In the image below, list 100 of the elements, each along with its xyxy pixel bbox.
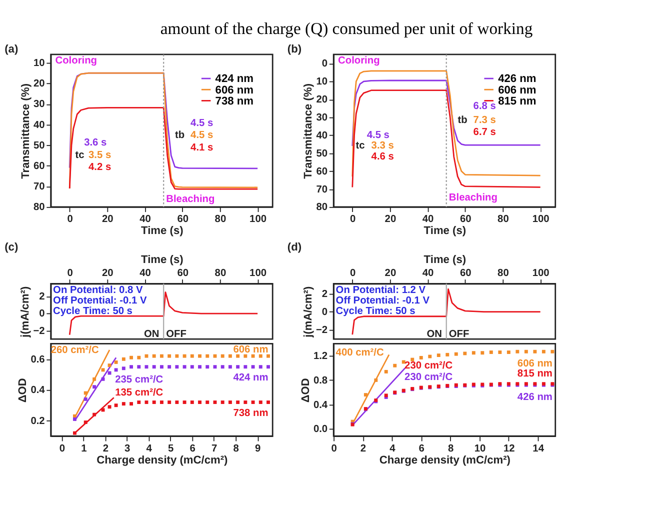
y-tick-label: 2 bbox=[39, 292, 46, 303]
x-tick-label: 80 bbox=[498, 214, 510, 226]
annotation: Bleaching bbox=[166, 194, 215, 206]
y-tick-label: 10 bbox=[316, 76, 328, 88]
point bbox=[168, 354, 172, 358]
y-tick-label: 0.0 bbox=[313, 424, 328, 436]
y-tick-label: 2 bbox=[322, 288, 328, 300]
x-tick-label: 80 bbox=[214, 214, 226, 226]
annotation: Bleaching bbox=[448, 192, 498, 204]
text: amount of the charge (Q) consumed per unit of working bbox=[160, 19, 533, 38]
y-axis-title: ΔOD bbox=[17, 378, 30, 403]
point bbox=[206, 365, 210, 369]
point bbox=[266, 400, 270, 404]
point bbox=[152, 400, 156, 404]
point bbox=[533, 350, 537, 354]
y-tick-label: 50 bbox=[34, 140, 46, 152]
point bbox=[244, 400, 248, 404]
y-axis-title: j(mA/cm²) bbox=[20, 286, 32, 338]
point bbox=[92, 412, 96, 416]
point bbox=[73, 417, 76, 421]
point bbox=[220, 354, 224, 358]
x-tick-label: 0 bbox=[67, 214, 74, 226]
x-axis-title: Charge density (mC/cm²) bbox=[96, 454, 228, 466]
x-tick-label: 9 bbox=[255, 443, 262, 454]
point bbox=[436, 354, 440, 358]
annotation: Coloring bbox=[338, 55, 380, 66]
annotation: 4.5 s bbox=[190, 130, 214, 142]
x-tick-label: 100 bbox=[250, 214, 267, 226]
y-tick-label: 80 bbox=[34, 202, 46, 214]
point bbox=[160, 354, 164, 358]
y-tick-label: 70 bbox=[34, 182, 46, 193]
text: (c) bbox=[4, 241, 18, 254]
point bbox=[175, 365, 179, 369]
x-tick-label: 40 bbox=[422, 268, 434, 279]
legend-label: 815 nm bbox=[498, 95, 536, 108]
x-tick-label: 100 bbox=[532, 268, 550, 279]
x-tick-label: 10 bbox=[474, 443, 486, 454]
x-tick-label: 1 bbox=[81, 443, 88, 454]
point bbox=[244, 365, 248, 369]
point bbox=[122, 366, 126, 370]
legend-label: 424 nm bbox=[215, 73, 254, 86]
point bbox=[175, 354, 179, 358]
point bbox=[498, 350, 502, 354]
annotation: 6.8 s bbox=[473, 101, 496, 112]
annotation: 135 cm²/C bbox=[115, 387, 164, 398]
annotation: ON bbox=[426, 328, 442, 340]
text: (b) bbox=[287, 44, 302, 56]
annotation: OFF bbox=[166, 328, 186, 340]
point bbox=[550, 350, 554, 354]
y-tick-label: 0 bbox=[322, 307, 328, 318]
point bbox=[152, 365, 156, 369]
legend-label: 738 nm bbox=[215, 95, 254, 108]
x-tick-label: 40 bbox=[140, 268, 152, 279]
x-tick-label: 0 bbox=[59, 443, 66, 454]
point bbox=[251, 365, 255, 369]
y-tick-label: 30 bbox=[34, 99, 46, 110]
point bbox=[130, 365, 133, 369]
y-tick-label: 0.8 bbox=[313, 375, 328, 386]
point bbox=[236, 354, 240, 358]
y-tick-label: 70 bbox=[316, 184, 328, 196]
x-tick-label: 8 bbox=[448, 443, 454, 454]
x-tick-label: 7 bbox=[212, 443, 218, 454]
x-tick-label: 3 bbox=[124, 443, 131, 454]
point bbox=[506, 350, 510, 354]
y-tick-label: 40 bbox=[316, 130, 328, 142]
y-tick-label: 80 bbox=[316, 202, 328, 214]
y-tick-label: 20 bbox=[34, 78, 46, 90]
annotation: 7.3 s bbox=[473, 114, 496, 126]
point bbox=[489, 350, 493, 354]
annotation: 235 cm²/C bbox=[115, 374, 164, 386]
annotation: 230 cm²/C bbox=[404, 360, 454, 372]
text: (a) bbox=[4, 44, 18, 56]
y-axis-title: ΔOD bbox=[300, 378, 312, 403]
x-axis-title: Time (s) bbox=[424, 225, 466, 238]
y-tick-label: 30 bbox=[316, 112, 328, 124]
point bbox=[251, 354, 255, 358]
x-tick-label: 20 bbox=[384, 214, 396, 226]
x-axis-title: Time (s) bbox=[424, 254, 466, 266]
x-tick-label: 12 bbox=[503, 443, 516, 454]
x-tick-label: 20 bbox=[102, 268, 114, 279]
point bbox=[198, 354, 202, 358]
x-tick-label: 100 bbox=[532, 214, 550, 226]
point bbox=[92, 377, 96, 381]
point bbox=[198, 400, 202, 404]
point bbox=[374, 378, 378, 382]
point bbox=[266, 354, 270, 358]
y-tick-label: 0.6 bbox=[30, 354, 46, 366]
point bbox=[364, 393, 368, 397]
point bbox=[542, 350, 546, 354]
point bbox=[206, 400, 210, 404]
point bbox=[258, 400, 262, 404]
point bbox=[122, 357, 126, 361]
annotation: 4.1 s bbox=[190, 142, 214, 154]
point bbox=[228, 354, 232, 358]
y-tick-label: 1.2 bbox=[313, 351, 328, 362]
annotation: tc bbox=[75, 150, 85, 161]
annotation: ON bbox=[144, 328, 160, 340]
point bbox=[393, 364, 397, 368]
series-label: 426 nm bbox=[517, 392, 552, 403]
x-tick-label: 80 bbox=[498, 268, 510, 279]
